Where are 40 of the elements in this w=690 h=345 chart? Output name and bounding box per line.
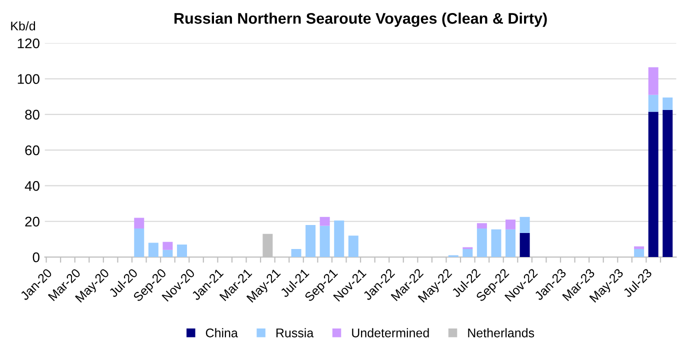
bar <box>148 242 158 258</box>
bar <box>320 226 330 258</box>
y-tick-label: 60 <box>25 145 40 156</box>
bar <box>320 216 330 226</box>
y-tick-label: 120 <box>18 38 40 48</box>
bar <box>176 244 187 258</box>
bar <box>520 232 530 258</box>
bar <box>662 110 673 258</box>
bar <box>476 228 487 258</box>
bar <box>462 249 473 258</box>
y-tick-label: 40 <box>24 181 40 191</box>
bar <box>506 229 516 258</box>
legend-label: Netherlands <box>468 328 534 338</box>
bar <box>491 229 502 258</box>
bar <box>648 94 658 112</box>
y-axis-title: Kb/d <box>11 21 36 30</box>
chart-title: Russian Northern Searoute Voyages (Clean & Dirty) <box>174 12 547 27</box>
bar <box>162 250 173 258</box>
legend-label: Undetermined <box>352 328 429 338</box>
bar <box>134 218 144 229</box>
bar <box>348 236 358 258</box>
y-tick-label: 0 <box>32 252 40 262</box>
legend-label: Russia <box>276 328 314 338</box>
bar <box>506 220 516 230</box>
y-tick-label: 20 <box>25 216 40 227</box>
bar <box>648 112 658 258</box>
bar <box>291 249 302 258</box>
bar <box>134 228 144 258</box>
bar <box>634 249 644 258</box>
bar <box>476 223 487 229</box>
bar <box>648 67 658 95</box>
y-tick-label: 100 <box>18 74 40 84</box>
bar <box>162 242 173 250</box>
bar <box>520 216 530 233</box>
bar <box>334 220 344 258</box>
bar <box>306 224 316 258</box>
legend-label: China <box>206 328 238 338</box>
bar <box>634 246 644 250</box>
y-tick-label: 80 <box>25 110 40 120</box>
bar <box>662 97 673 110</box>
